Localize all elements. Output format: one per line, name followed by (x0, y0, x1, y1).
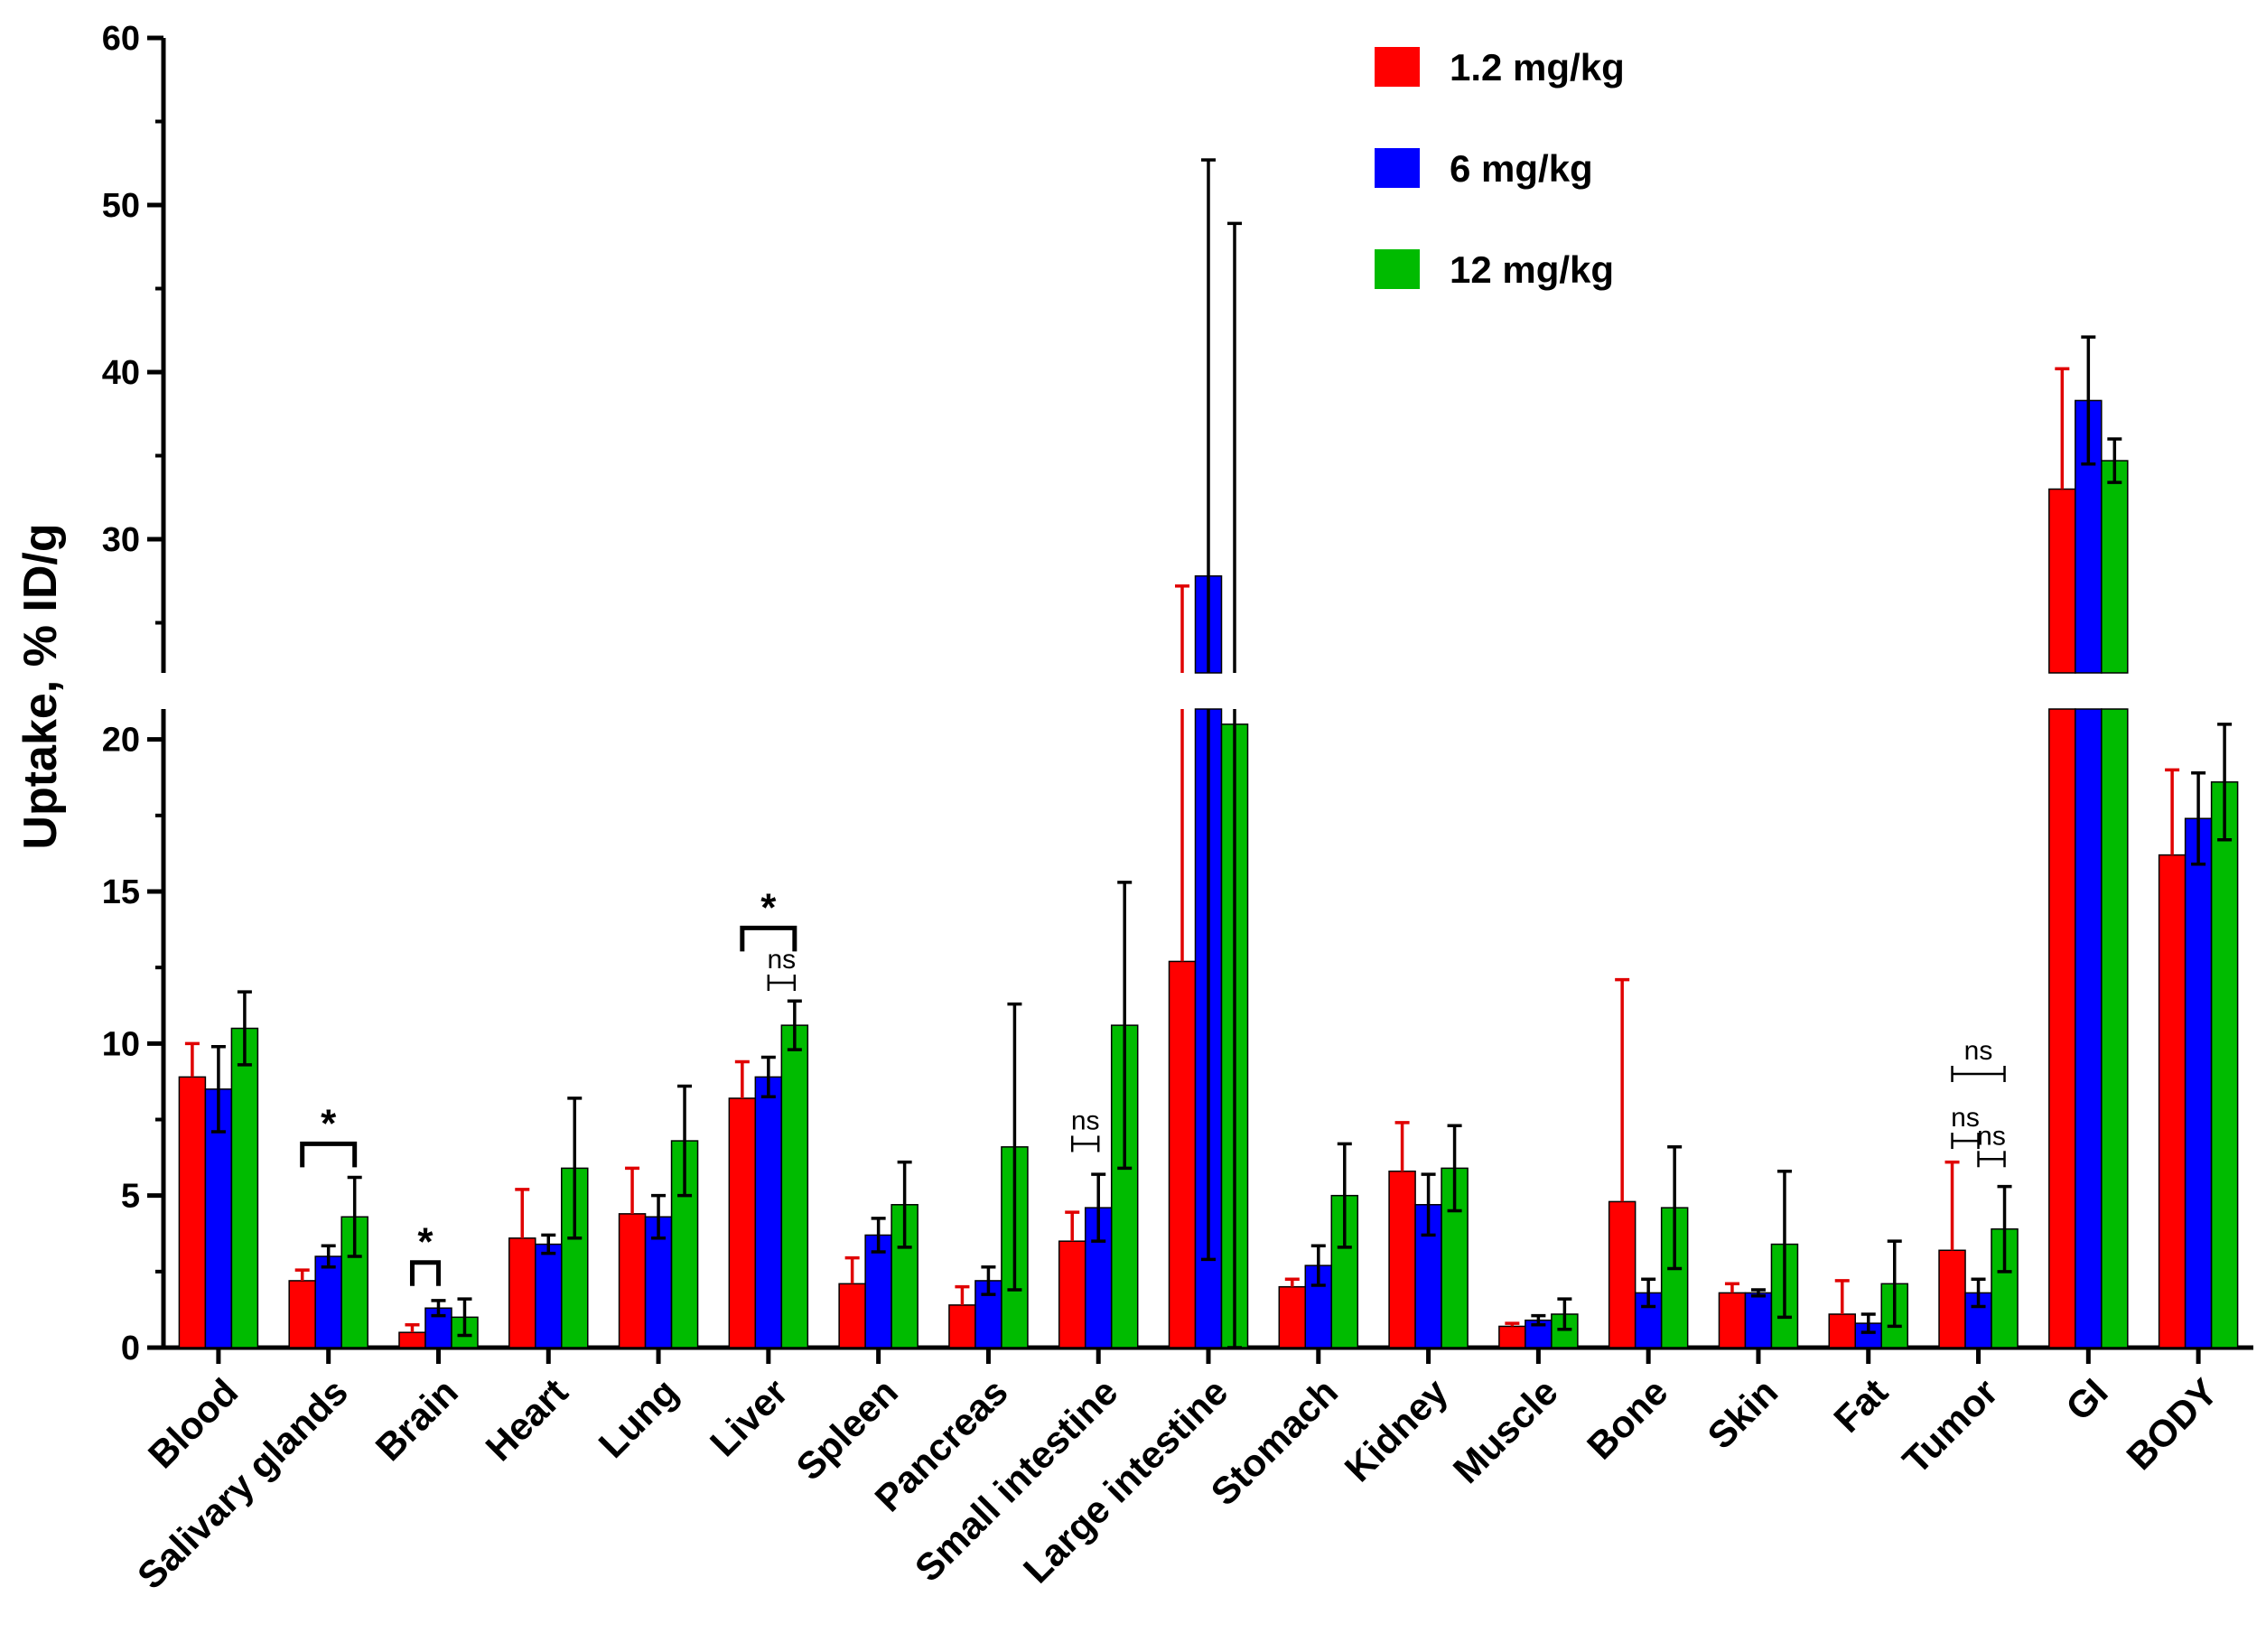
bars (178, 399, 2239, 1349)
annotation-tumor-ns-6-label: ns (1951, 1103, 1980, 1133)
y-tick-label: 15 (102, 873, 140, 911)
error-bars (184, 158, 2233, 1349)
bar-small-intestine-1-2-mg-kg (1058, 1240, 1086, 1349)
annotation-salivary-glands-star-0-bracket (300, 1141, 358, 1168)
bar-fat-1-2-mg-kg (1828, 1313, 1856, 1349)
legend-swatch-6-mg-kg (1375, 148, 1420, 188)
legend-label-1-2-mg-kg: 1.2 mg/kg (1450, 46, 1625, 89)
bar-heart-6-mg-kg (535, 1243, 563, 1349)
x-label-gi: GI (2057, 1370, 2116, 1429)
bar-blood-12-mg-kg (230, 1027, 259, 1349)
bar-salivary-glands-1-2-mg-kg (288, 1280, 316, 1349)
bar-bone-1-2-mg-kg (1608, 1200, 1637, 1349)
bar-liver-12-mg-kg (780, 1024, 809, 1349)
y-tick-label: 20 (102, 722, 140, 760)
y-tick-label: 5 (121, 1178, 140, 1216)
annotation-liver-star-2-label: * (760, 885, 777, 929)
bar-gi-12-mg-kg-upper (2101, 460, 2129, 674)
bar-tumor-1-2-mg-kg (1938, 1249, 1966, 1349)
x-label-bone: Bone (1579, 1370, 1675, 1467)
bar-pancreas-1-2-mg-kg (948, 1304, 976, 1349)
x-label-muscle: Muscle (1445, 1370, 1566, 1491)
x-label-large-intestine: Large intestine (1015, 1370, 1236, 1591)
bar-liver-6-mg-kg (754, 1076, 783, 1349)
bar-lung-1-2-mg-kg (618, 1213, 647, 1349)
legend-swatch-1-2-mg-kg (1375, 47, 1420, 87)
bar-skin-6-mg-kg (1744, 1292, 1773, 1349)
x-label-skin: Skin (1699, 1370, 1786, 1457)
bar-large-intestine-1-2-mg-kg (1168, 960, 1197, 1349)
bar-salivary-glands-6-mg-kg (314, 1255, 342, 1349)
bar-spleen-1-2-mg-kg (838, 1283, 866, 1349)
x-label-salivary-glands: Salivary glands (129, 1370, 356, 1597)
bar-fat-12-mg-kg (1880, 1283, 1908, 1349)
annotation-small-intestine-ns-4-label: ns (1071, 1106, 1100, 1135)
legend-label-6-mg-kg: 6 mg/kg (1450, 147, 1593, 190)
bar-gi-12-mg-kg-lower (2101, 708, 2129, 1349)
y-tick-label: 50 (102, 187, 140, 225)
bar-blood-1-2-mg-kg (178, 1076, 207, 1349)
bar-stomach-1-2-mg-kg (1278, 1285, 1307, 1349)
legend-swatch-12-mg-kg (1375, 249, 1420, 289)
y-tick-label: 10 (102, 1025, 140, 1063)
bar-gi-1-2-mg-kg-lower (2048, 708, 2076, 1349)
x-label-brain: Brain (368, 1370, 466, 1469)
bar-body-12-mg-kg (2210, 781, 2239, 1349)
bar-liver-1-2-mg-kg (728, 1097, 757, 1349)
bar-gi-6-mg-kg-lower (2075, 708, 2103, 1349)
legend-label-12-mg-kg: 12 mg/kg (1450, 248, 1614, 291)
annotation-liver-star-2-bracket (740, 925, 797, 952)
x-label-liver: Liver (702, 1370, 796, 1464)
x-label-blood: Blood (140, 1370, 246, 1476)
x-label-kidney: Kidney (1337, 1370, 1457, 1490)
legend: 1.2 mg/kg 6 mg/kg 12 mg/kg (1375, 46, 1625, 291)
bar-body-1-2-mg-kg (2158, 854, 2187, 1349)
bar-gi-1-2-mg-kg-upper (2048, 488, 2076, 674)
y-tick-label: 60 (102, 20, 140, 58)
x-label-small-intestine: Small intestine (907, 1370, 1126, 1590)
y-axis-title: Uptake, % ID/g (14, 523, 67, 849)
x-label-heart: Heart (477, 1370, 575, 1469)
y-tick-label: 30 (102, 521, 140, 559)
annotation-brain-star-1-label: * (417, 1220, 434, 1265)
annotation-liver-ns-3-label: ns (767, 945, 796, 975)
x-label-body: BODY (2118, 1370, 2225, 1478)
y-tick-label: 40 (102, 354, 140, 392)
bar-brain-1-2-mg-kg (398, 1331, 426, 1349)
x-label-tumor: Tumor (1894, 1370, 2005, 1481)
x-label-lung: Lung (591, 1370, 686, 1466)
annotation-salivary-glands-star-0-label: * (321, 1101, 337, 1145)
annotation-tumor-ns-5-label: ns (1964, 1036, 1993, 1066)
bar-skin-1-2-mg-kg (1718, 1292, 1747, 1349)
x-label-fat: Fat (1825, 1370, 1896, 1441)
annotation-brain-star-1-bracket (409, 1260, 441, 1286)
y-tick-label: 0 (121, 1330, 140, 1367)
bar-muscle-1-2-mg-kg (1498, 1325, 1526, 1349)
annotation-tumor-ns-7-label: ns (1977, 1121, 2006, 1151)
bar-body-6-mg-kg (2184, 817, 2213, 1349)
bar-heart-1-2-mg-kg (508, 1237, 536, 1349)
bar-kidney-1-2-mg-kg (1388, 1170, 1416, 1349)
